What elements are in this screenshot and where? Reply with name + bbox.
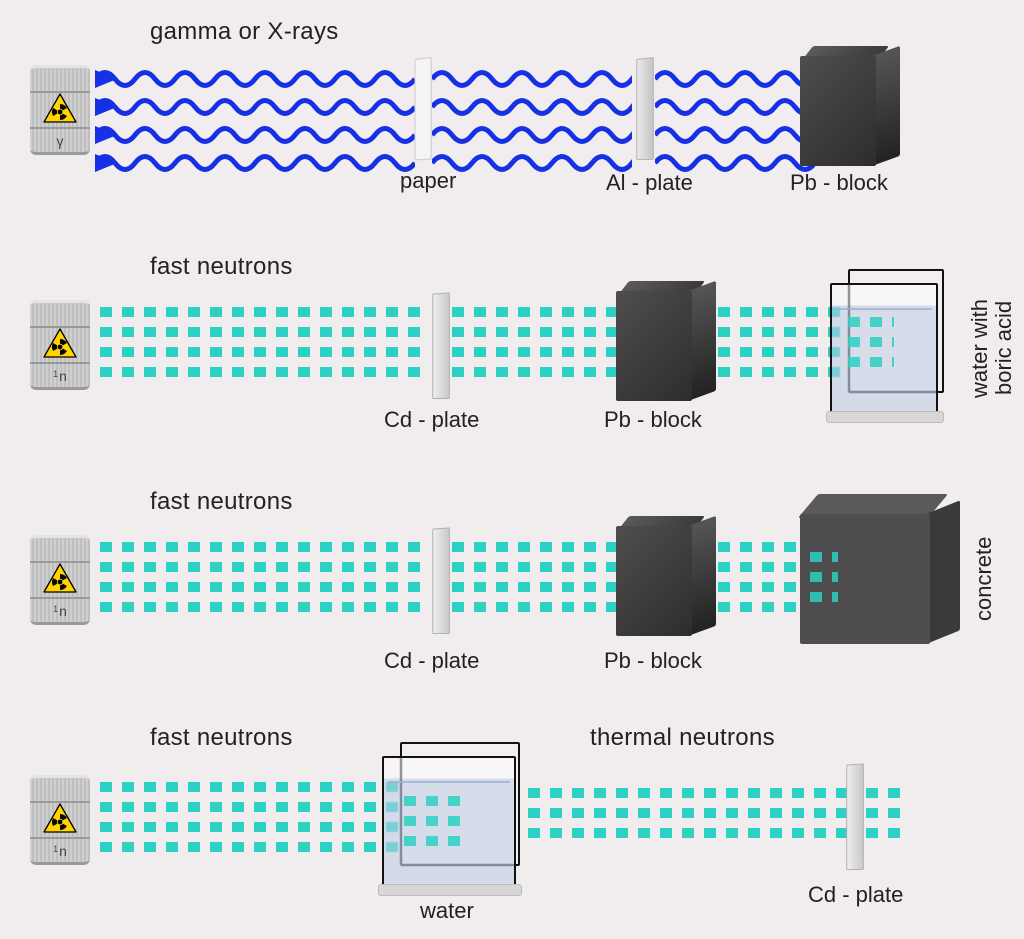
pb-block-shield — [616, 281, 716, 401]
row-neutron-concrete: fast neutrons 1n Cd - plate Pb - block c… — [0, 480, 1024, 690]
pb-block-label: Pb - block — [790, 170, 888, 196]
source-barrel: 1n — [30, 535, 90, 625]
thermal-beam — [528, 788, 848, 838]
source-symbol: 1n — [30, 368, 90, 384]
fast-beam — [100, 782, 400, 852]
cd-plate-shield — [846, 763, 864, 870]
pb-block-shield — [616, 516, 716, 636]
pb-block-label: Pb - block — [604, 648, 702, 674]
row1-title: gamma or X-rays — [150, 18, 339, 46]
gamma-beam-2 — [432, 70, 632, 172]
concrete-label: concrete — [972, 524, 996, 634]
row2-title: fast neutrons — [150, 253, 293, 281]
radiation-icon — [43, 563, 77, 593]
neutron-beam-inside-tank — [848, 317, 894, 367]
source-symbol: 1n — [30, 843, 90, 859]
boric-label: water with boric acid — [968, 273, 1016, 423]
row3-title: fast neutrons — [150, 488, 293, 516]
paper-shield — [415, 57, 432, 160]
neutron-beam-1 — [100, 542, 430, 612]
radiation-icon — [43, 93, 77, 123]
row4-title: fast neutrons — [150, 724, 293, 752]
radiation-icon — [43, 328, 77, 358]
neutron-beam-3 — [718, 307, 848, 377]
source-barrel: 1n — [30, 300, 90, 390]
neutron-beam-2 — [452, 307, 622, 377]
cd-plate-label: Cd - plate — [384, 407, 479, 433]
beam-inside-water — [404, 796, 470, 846]
neutron-beam-inside-concrete — [810, 552, 838, 602]
source-barrel: γ — [30, 65, 90, 155]
row-neutron-thermal: fast neutrons thermal neutrons 1n water … — [0, 720, 1024, 930]
radiation-icon — [43, 803, 77, 833]
pb-block-label: Pb - block — [604, 407, 702, 433]
al-plate-label: Al - plate — [606, 170, 693, 196]
cd-plate-shield — [432, 292, 450, 399]
cd-plate-label: Cd - plate — [808, 882, 903, 908]
gamma-beam-1 — [95, 70, 415, 172]
row-gamma: gamma or X-rays γ paper Al - plate Pb - … — [0, 10, 1024, 210]
cd-plate-shield — [432, 527, 450, 634]
pb-block-shield — [800, 46, 900, 166]
al-plate-shield — [636, 57, 653, 160]
source-symbol: 1n — [30, 603, 90, 619]
thermal-beam-tail — [866, 788, 910, 838]
cd-plate-label: Cd - plate — [384, 648, 479, 674]
row4-title2: thermal neutrons — [590, 724, 775, 752]
gamma-beam-3 — [655, 70, 815, 172]
neutron-beam-1 — [100, 307, 430, 377]
source-symbol: γ — [30, 133, 90, 149]
water-label: water — [420, 898, 474, 924]
source-barrel: 1n — [30, 775, 90, 865]
neutron-beam-2 — [452, 542, 622, 612]
row-neutron-boric: fast neutrons 1n Cd - plate Pb - block w… — [0, 245, 1024, 455]
